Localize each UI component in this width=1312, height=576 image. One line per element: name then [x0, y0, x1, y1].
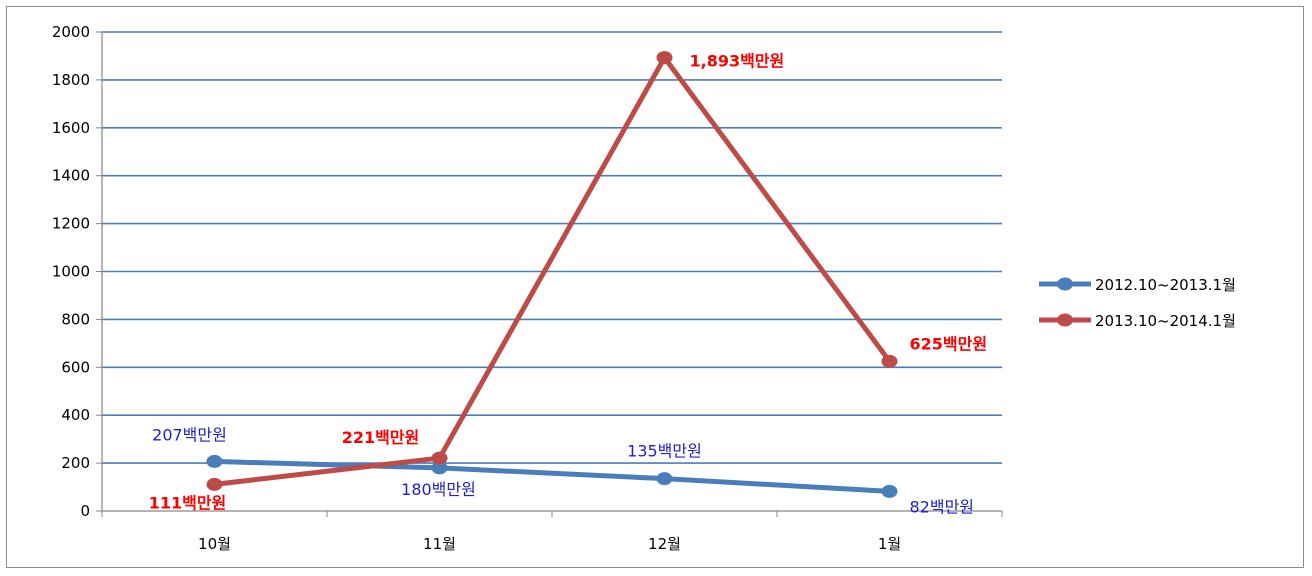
data-label: 111백만원 — [149, 493, 227, 512]
legend-swatch-marker — [1057, 313, 1073, 327]
y-tick-label: 200 — [61, 454, 90, 472]
data-label: 1,893백만원 — [690, 52, 785, 71]
y-tick-label: 800 — [61, 310, 90, 328]
series-point — [656, 51, 673, 65]
series-point — [431, 451, 448, 465]
series-point — [656, 472, 673, 486]
legend-label: 2013.10~2014.1월 — [1095, 312, 1236, 330]
series-line — [212, 55, 892, 487]
legend-label: 2012.10~2013.1월 — [1095, 276, 1236, 294]
y-tick-label: 1000 — [52, 263, 90, 281]
y-tick-label: 1600 — [52, 119, 90, 137]
y-tick-label: 1400 — [52, 167, 90, 185]
data-label: 207백만원 — [152, 425, 227, 444]
x-tick-label: 12월 — [648, 535, 681, 553]
line-chart: 0 200 400 600 800 1000 1200 1400 1600 1800 2000 10월… — [52, 23, 1236, 553]
y-tick-label: 600 — [61, 358, 90, 376]
data-label: 180백만원 — [401, 480, 476, 499]
series-point — [206, 454, 223, 468]
y-tick-label: 1200 — [52, 215, 90, 233]
data-label: 82백만원 — [910, 497, 975, 516]
y-tick-label: 0 — [80, 502, 90, 520]
series-point — [206, 477, 223, 491]
series-line — [212, 458, 892, 494]
y-tick-label: 1800 — [52, 71, 90, 89]
data-label: 625백만원 — [910, 334, 988, 353]
y-tick-label: 400 — [61, 406, 90, 424]
series-point — [881, 484, 898, 498]
series-point — [881, 354, 898, 368]
series-point — [431, 461, 448, 475]
y-tick-label: 2000 — [52, 23, 90, 41]
data-label: 135백만원 — [627, 442, 702, 461]
chart-frame: 0 200 400 600 800 1000 1200 1400 1600 1800 2000 10월… — [6, 6, 1304, 568]
data-label: 221백만원 — [342, 428, 420, 447]
x-tick-label: 10월 — [198, 535, 231, 553]
legend-swatch-marker — [1057, 277, 1073, 291]
x-tick-label: 1월 — [878, 535, 901, 553]
x-tick-label: 11월 — [423, 535, 456, 553]
